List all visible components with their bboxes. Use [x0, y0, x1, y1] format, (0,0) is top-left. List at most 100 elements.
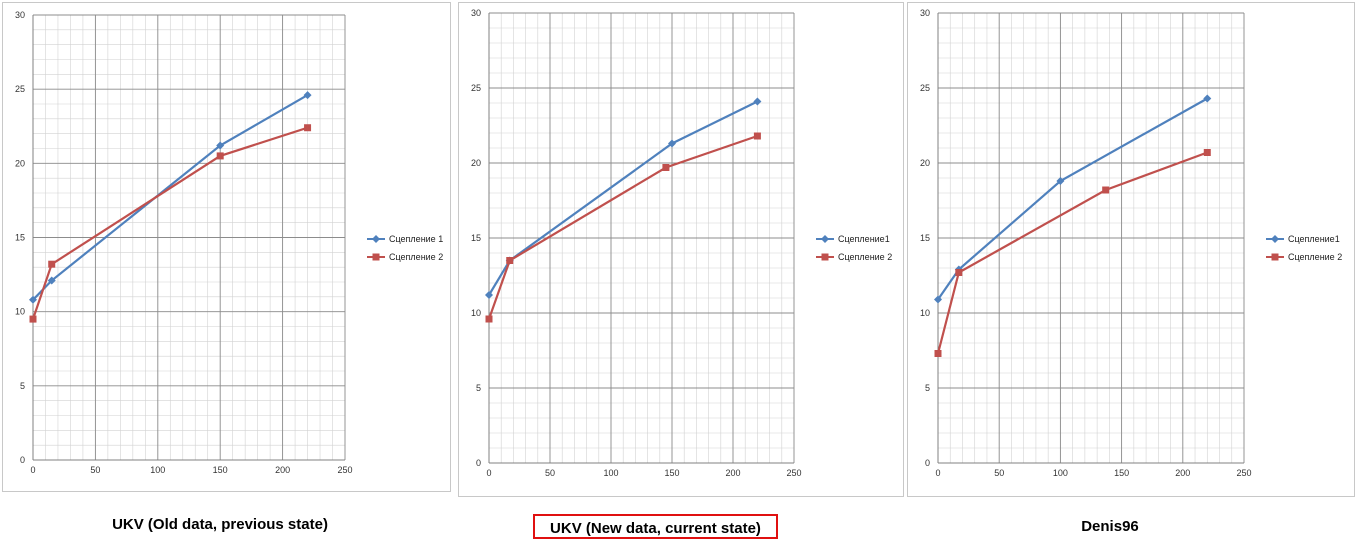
x-tick-label: 200	[275, 465, 290, 475]
series-2	[29, 124, 312, 323]
y-tick-label: 0	[476, 458, 481, 468]
data-point	[934, 350, 942, 357]
caption-denis96: Denis96	[1081, 518, 1139, 535]
legend-marker	[821, 253, 829, 261]
data-point	[29, 295, 37, 304]
y-tick-label: 30	[471, 8, 481, 18]
data-point	[29, 315, 37, 323]
legend-label: Сцепление1	[1288, 234, 1340, 244]
line-chart-denis96: 0 50 100 150 200 250051015202530Сцепление1Сце…	[920, 8, 1342, 478]
data-point	[753, 132, 761, 140]
x-tick-label: 0	[30, 465, 35, 475]
line-chart-new-data: 0 50 100 150 200 250051015202530Сцепление1Сце…	[471, 8, 892, 478]
series-2	[934, 149, 1211, 357]
x-tick-label: 150	[664, 468, 679, 478]
data-point	[1102, 186, 1110, 194]
data-point	[1203, 94, 1212, 103]
y-tick-label: 20	[920, 158, 930, 168]
major-gridlines	[32, 14, 346, 461]
x-tick-label: 200	[725, 468, 740, 478]
y-tick-label: 0	[20, 455, 25, 465]
x-tick-label: 200	[1175, 468, 1190, 478]
legend-label: Сцепление 2	[389, 252, 443, 262]
data-point	[216, 152, 224, 160]
data-point	[1203, 149, 1211, 156]
data-point	[934, 295, 942, 304]
y-tick-label: 10	[15, 307, 25, 317]
y-tick-label: 15	[15, 233, 25, 243]
legend-marker	[821, 235, 829, 243]
y-tick-label: 25	[920, 83, 930, 93]
data-point	[506, 257, 514, 264]
x-tick-label: 150	[1114, 468, 1129, 478]
legend-marker	[1271, 253, 1279, 261]
y-tick-label: 25	[471, 83, 481, 93]
legend-marker	[372, 235, 380, 243]
legend: Сцепление1 Сцепление 2	[1266, 234, 1342, 262]
chart-panel-new-data: 0 50 100 150 200 250 0 5 10 15 20 25 30 Сцепление1 Сце…	[458, 2, 904, 497]
major-gridlines	[488, 12, 795, 464]
data-point	[485, 315, 493, 323]
series-2	[485, 132, 761, 323]
legend: Сцепление1 Сцепление 2	[816, 234, 892, 262]
y-tick-label: 30	[15, 10, 25, 20]
y-tick-label: 0	[925, 458, 930, 468]
data-point	[668, 139, 676, 148]
data-point	[485, 291, 493, 299]
x-tick-label: 100	[603, 468, 618, 478]
data-point	[304, 124, 312, 132]
x-tick-label: 50	[90, 465, 100, 475]
data-point	[216, 141, 225, 150]
legend-label: Сцепление 1	[389, 234, 443, 244]
series-line	[487, 134, 758, 320]
series-line	[937, 97, 1208, 301]
x-tick-label: 250	[337, 465, 352, 475]
series-1	[485, 97, 762, 299]
x-tick-label: 100	[1053, 468, 1068, 478]
y-tick-label: 10	[920, 308, 930, 318]
legend-item: Сцепление 2	[367, 252, 443, 262]
x-tick-label: 100	[150, 465, 165, 475]
legend-item: Сцепление1	[816, 234, 890, 244]
y-tick-label: 20	[471, 158, 481, 168]
y-tick-label: 5	[925, 383, 930, 393]
major-gridlines	[937, 12, 1245, 464]
y-tick-label: 20	[15, 158, 25, 168]
y-tick-label: 30	[920, 8, 930, 18]
data-point	[303, 91, 312, 100]
data-point	[1056, 177, 1065, 185]
data-point	[48, 260, 56, 268]
legend-marker	[1271, 235, 1279, 243]
legend-item: Сцепление 2	[1266, 252, 1342, 262]
x-tick-label: 50	[994, 468, 1004, 478]
x-tick-label: 250	[1236, 468, 1251, 478]
caption-old-data: UKV (Old data, previous state)	[112, 516, 328, 533]
x-tick-label: 50	[545, 468, 555, 478]
legend: Сцепление 1 Сцепление 2	[367, 234, 443, 262]
x-tick-label: 250	[786, 468, 801, 478]
series-line	[31, 126, 308, 320]
y-tick-label: 25	[15, 84, 25, 94]
chart-panel-denis96: 0 50 100 150 200 250 0 5 10 15 20 25 30 Сцепление1 Сце…	[907, 2, 1355, 497]
data-point	[955, 269, 963, 276]
y-tick-label: 15	[920, 233, 930, 243]
legend-item: Сцепление1	[1266, 234, 1340, 244]
y-tick-label: 5	[20, 381, 25, 391]
series-line	[488, 100, 758, 296]
x-tick-label: 0	[935, 468, 940, 478]
series-line	[936, 151, 1208, 354]
y-tick-label: 15	[471, 233, 481, 243]
data-point	[47, 276, 56, 285]
legend-label: Сцепление1	[838, 234, 890, 244]
y-tick-label: 10	[471, 308, 481, 318]
legend-label: Сцепление 2	[1288, 252, 1342, 262]
legend-label: Сцепление 2	[838, 252, 892, 262]
data-point	[662, 164, 670, 171]
x-tick-label: 150	[213, 465, 228, 475]
y-tick-label: 5	[476, 383, 481, 393]
legend-marker	[372, 253, 380, 261]
legend-item: Сцепление 2	[816, 252, 892, 262]
data-point	[753, 97, 762, 106]
legend-item: Сцепление 1	[367, 234, 443, 244]
